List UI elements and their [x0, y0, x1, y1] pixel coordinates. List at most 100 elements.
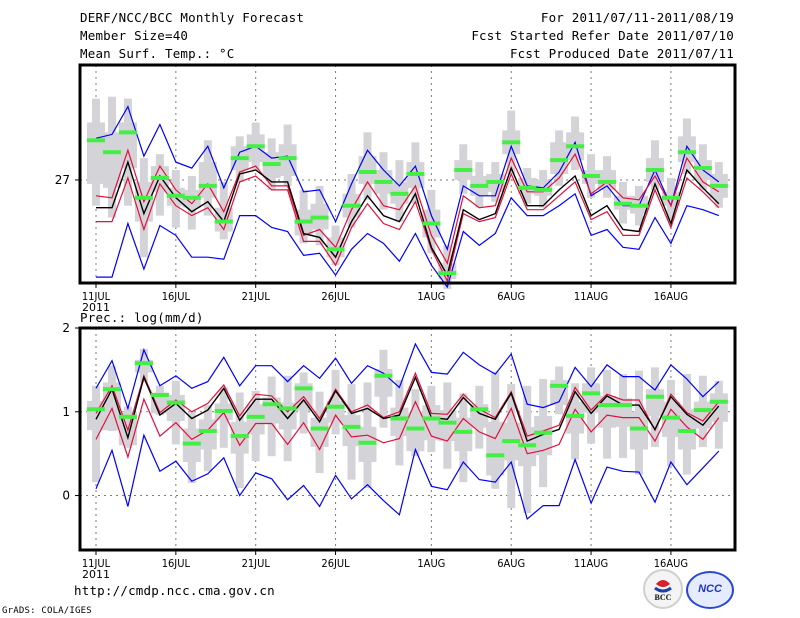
temp-xtick-label: 26JUL — [321, 290, 350, 303]
bcc-logo-text: BCC — [654, 593, 672, 602]
prec-xtick-label: 1AUG — [417, 557, 445, 570]
temp-box — [102, 132, 121, 188]
temp-median-mark — [629, 203, 648, 208]
temp-box — [87, 122, 105, 184]
prec-box — [87, 400, 105, 431]
prec-median-mark — [518, 443, 537, 448]
prec-max-line — [95, 342, 720, 411]
prec-median-mark — [502, 439, 521, 444]
prec-median-mark — [230, 434, 249, 439]
prec-median-mark — [438, 420, 457, 425]
prec-median-mark — [294, 386, 313, 391]
prec-median-mark — [326, 404, 345, 409]
temp-median-mark — [134, 195, 153, 200]
prec-box — [629, 411, 648, 450]
temp-median-mark — [598, 179, 617, 184]
prec-box — [438, 410, 457, 442]
prec-mean-line — [95, 375, 720, 443]
prec-median-mark — [406, 426, 425, 431]
temp-xtick-label: 11AUG — [574, 290, 608, 303]
temp-median-mark — [166, 193, 185, 198]
temp-median-mark — [661, 195, 680, 200]
temp-median-mark — [358, 170, 377, 175]
prec-median-mark — [693, 408, 712, 413]
temp-xtick-label: 1AUG — [417, 290, 445, 303]
top-variable-label: Mean Surf. Temp.: °C — [80, 46, 235, 61]
temp-xtick-label: 6AUG — [497, 290, 525, 303]
temp-median-mark — [326, 247, 345, 252]
temp-median-mark — [709, 183, 728, 188]
prec-median-mark — [214, 408, 233, 413]
temp-median-mark — [390, 191, 409, 196]
prec-median-mark — [102, 387, 121, 392]
temp-median-mark — [262, 162, 281, 167]
prec-median-mark — [614, 403, 633, 408]
prec-median-mark — [278, 406, 297, 411]
prec-median-mark — [390, 416, 409, 421]
prec-box — [246, 404, 265, 435]
prec-median-mark — [454, 429, 473, 434]
bcc-logo: BCC — [643, 569, 683, 609]
prec-median-mark — [422, 416, 441, 421]
prec-median-mark — [550, 383, 569, 388]
prec-xtick-label: 6AUG — [497, 557, 525, 570]
temp-median-mark — [182, 195, 201, 200]
temp-xtick-label: 16JUL — [162, 290, 191, 303]
source-url[interactable]: http://cmdp.ncc.cma.gov.cn — [74, 583, 275, 598]
prec-xtick-label: 21JUL — [242, 557, 271, 570]
temp-xtick-label: 11JUL — [82, 290, 111, 303]
temp-median-mark — [438, 271, 457, 276]
temp-median-mark — [406, 172, 425, 176]
temp-min-line — [96, 192, 720, 289]
temp-median-mark — [534, 187, 553, 192]
temp-median-mark — [502, 140, 521, 145]
prec-median-mark — [534, 430, 553, 435]
prec-xtick-label: 11AUG — [574, 557, 608, 570]
ncc-logo: NCC — [686, 571, 734, 609]
temp-median-mark — [693, 166, 712, 171]
bottom-variable-label: Prec.: log(mm/d) — [80, 310, 204, 325]
temp-median-mark — [342, 203, 361, 208]
forecast-started-date: Fcst Started Refer Date 2011/07/10 — [471, 28, 734, 43]
chart-title: DERF/NCC/BCC Monthly Forecast — [80, 10, 305, 25]
temp-median-mark — [518, 185, 537, 190]
prec-median-mark — [246, 414, 265, 419]
prec-box — [645, 389, 664, 416]
temp-median-mark — [645, 168, 664, 173]
prec-xtick-label: 26JUL — [321, 557, 350, 570]
temp-median-mark — [214, 219, 233, 224]
prec-median-mark — [134, 361, 153, 366]
bcc-logo-icon — [654, 580, 672, 593]
prec-xtick-label: 11JUL — [82, 557, 111, 570]
temp-median-mark — [470, 183, 489, 188]
temp-xtick-label: 16AUG — [654, 290, 688, 303]
prec-median-mark — [470, 407, 489, 412]
prec-median-mark — [566, 413, 585, 418]
temp-median-mark — [374, 179, 393, 184]
prec-median-mark — [486, 453, 505, 458]
prec-box — [486, 421, 505, 476]
temp-median-mark — [550, 158, 569, 163]
prec-median-mark — [709, 399, 728, 404]
prec-ytick-label: 1 — [62, 405, 70, 419]
prec-median-mark — [87, 407, 105, 412]
temp-median-mark — [118, 130, 137, 135]
temp-median-mark — [566, 144, 585, 149]
prec-median-mark — [598, 403, 617, 408]
prec-box — [709, 393, 728, 422]
temp-median-mark — [310, 215, 329, 220]
prec-median-mark — [342, 424, 361, 429]
prec-ytick-label: 0 — [62, 489, 70, 503]
temp-median-mark — [677, 150, 696, 155]
prec-box — [342, 415, 361, 447]
temp-xtick-label: 21JUL — [242, 290, 271, 303]
member-size-label: Member Size=40 — [80, 28, 189, 43]
temp-median-mark — [198, 183, 217, 188]
prec-median-mark — [374, 373, 393, 378]
prec-min-line — [95, 433, 720, 521]
temp-median-mark — [582, 173, 601, 178]
forecast-produced-date: Fcst Produced Date 2011/07/11 — [509, 46, 734, 61]
temp-box — [677, 136, 696, 163]
prec-median-mark — [166, 400, 185, 405]
